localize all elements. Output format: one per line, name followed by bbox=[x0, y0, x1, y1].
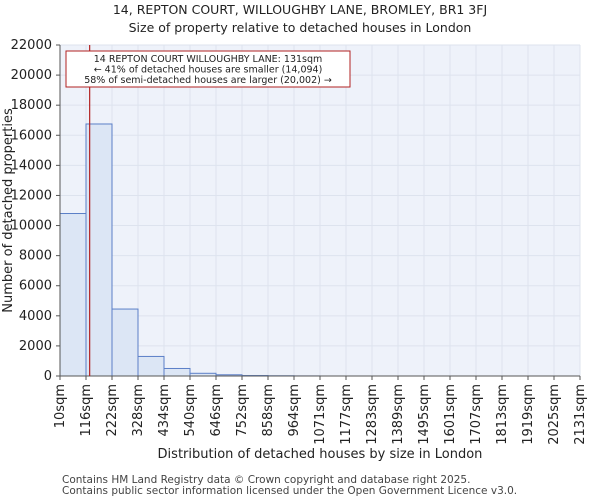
x-tick-label-17: 1813sqm bbox=[495, 384, 510, 445]
y-axis-title: Number of detached properties bbox=[1, 108, 16, 313]
bar-116sqm bbox=[85, 123, 113, 377]
annotation-box bbox=[65, 50, 351, 88]
annotation-line-3: 58% of semi-detached houses are larger (… bbox=[84, 75, 332, 86]
x-tick-label-8: 858sqm bbox=[261, 384, 276, 437]
x-tick-label-10: 1071sqm bbox=[313, 384, 328, 445]
x-tick-label-4: 434sqm bbox=[157, 384, 172, 437]
y-tick-label-9: 18000 bbox=[11, 98, 52, 113]
x-tick-label-14: 1495sqm bbox=[417, 384, 432, 445]
annotation-line-2: ← 41% of detached houses are smaller (14… bbox=[94, 65, 323, 76]
x-tick-label-1: 116sqm bbox=[79, 384, 94, 437]
y-tick-label-6: 12000 bbox=[11, 188, 52, 203]
chart-title: 14, REPTON COURT, WILLOUGHBY LANE, BROML… bbox=[112, 2, 488, 17]
x-tick-label-3: 328sqm bbox=[131, 384, 146, 437]
bar-10sqm bbox=[59, 213, 87, 377]
x-tick-label-0: 10sqm bbox=[53, 384, 68, 428]
y-tick-label-4: 8000 bbox=[19, 249, 52, 264]
x-tick-label-13: 1389sqm bbox=[391, 384, 406, 445]
bar-328sqm bbox=[137, 355, 165, 377]
chart-subtitle: Size of property relative to detached ho… bbox=[128, 20, 472, 35]
bar-434sqm bbox=[163, 367, 191, 377]
x-tick-label-18: 1919sqm bbox=[521, 384, 536, 445]
x-tick-label-12: 1283sqm bbox=[365, 384, 380, 445]
y-tick-label-7: 14000 bbox=[11, 158, 52, 173]
x-tick-label-16: 1707sqm bbox=[469, 384, 484, 445]
y-tick-label-10: 20000 bbox=[11, 68, 52, 83]
x-tick-label-5: 540sqm bbox=[183, 384, 198, 437]
histogram-chart: 0 2000 4000 6000 8000 10000 12000 14000 16000 180… bbox=[1, 38, 588, 462]
x-axis-title: Distribution of detached houses by size … bbox=[158, 447, 483, 462]
annotation-line-1: 14 REPTON COURT WILLOUGHBY LANE: 131sqm bbox=[94, 54, 323, 65]
footer-copyright: Contains HM Land Registry data © Crown c… bbox=[62, 474, 471, 486]
x-tick-label-15: 1601sqm bbox=[443, 384, 458, 445]
y-tick-label-8: 16000 bbox=[11, 128, 52, 143]
footer-licence: Contains public sector information licen… bbox=[62, 485, 518, 497]
y-tick-label-11: 22000 bbox=[11, 38, 52, 53]
x-tick-label-6: 646sqm bbox=[209, 384, 224, 437]
y-tick-label-2: 4000 bbox=[19, 309, 52, 324]
y-tick-label-3: 6000 bbox=[19, 279, 52, 294]
y-tick-label-5: 10000 bbox=[11, 219, 52, 234]
x-tick-label-20: 2131sqm bbox=[573, 384, 588, 445]
bar-222sqm bbox=[111, 308, 139, 377]
x-tick-label-19: 2025sqm bbox=[547, 384, 562, 445]
x-tick-label-2: 222sqm bbox=[105, 384, 120, 437]
x-tick-label-9: 964sqm bbox=[287, 384, 302, 437]
y-tick-label-1: 2000 bbox=[19, 339, 52, 354]
x-tick-label-11: 1177sqm bbox=[339, 384, 354, 445]
x-tick-label-7: 752sqm bbox=[235, 384, 250, 437]
y-tick-label-0: 0 bbox=[44, 369, 52, 384]
